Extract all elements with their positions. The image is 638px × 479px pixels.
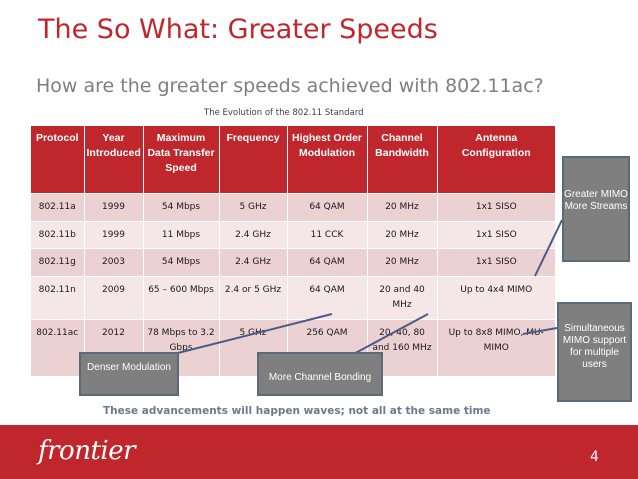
cell-antenna: Up to 8x8 MIMO, MU-MIMO: [437, 318, 555, 376]
cell-antenna: 1x1 SISO: [437, 192, 555, 221]
header-year: Year Introduced: [84, 126, 144, 193]
cell-year: 1999: [84, 220, 144, 248]
table-caption: The Evolution of the 802.11 Standard: [204, 108, 364, 118]
cell-frequency: 2.4 or 5 GHz: [219, 275, 288, 319]
cell-antenna: 1x1 SISO: [437, 220, 555, 248]
cell-modulation: 64 QAM: [287, 247, 368, 276]
cell-protocol: 802.11g: [31, 247, 85, 276]
header-modulation: Highest Order Modulation: [287, 126, 368, 193]
cell-year: 2003: [84, 247, 144, 276]
cell-year: 1999: [84, 192, 144, 221]
table-row: 802.11n 2009 65 – 600 Mbps 2.4 or 5 GHz …: [31, 275, 555, 319]
cell-max-speed: 54 Mbps: [143, 192, 220, 221]
cell-protocol: 802.11ac: [31, 318, 85, 376]
standards-table: Protocol Year Introduced Maximum Data Tr…: [31, 126, 555, 376]
cell-bandwidth: 20 MHz: [367, 192, 438, 221]
cell-antenna: 1x1 SISO: [437, 247, 555, 276]
cell-bandwidth: 20 MHz: [367, 220, 438, 248]
cell-frequency: 2.4 GHz: [219, 220, 288, 248]
cell-bandwidth: 20 and 40 MHz: [367, 275, 438, 319]
table-row: 802.11a 1999 54 Mbps 5 GHz 64 QAM 20 MHz…: [31, 192, 555, 221]
header-protocol: Protocol: [31, 126, 85, 193]
cell-antenna: Up to 4x4 MIMO: [437, 275, 555, 319]
cell-modulation: 64 QAM: [287, 192, 368, 221]
callout-simultaneous-mimo: Simultaneous MIMO support for multiple u…: [557, 302, 632, 402]
page-number: 4: [590, 449, 599, 465]
slide-title: The So What: Greater Speeds: [38, 14, 438, 45]
callout-greater-mimo: Greater MIMO More Streams: [562, 156, 630, 262]
cell-year: 2009: [84, 275, 144, 319]
frontier-logo: frontier: [38, 436, 136, 466]
cell-modulation: 11 CCK: [287, 220, 368, 248]
footer-bar: [0, 425, 638, 479]
table-row: 802.11b 1999 11 Mbps 2.4 GHz 11 CCK 20 M…: [31, 220, 555, 248]
cell-protocol: 802.11b: [31, 220, 85, 248]
header-frequency: Frequency: [219, 126, 288, 193]
cell-bandwidth: 20 MHz: [367, 247, 438, 276]
table-header-row: Protocol Year Introduced Maximum Data Tr…: [31, 126, 555, 193]
table-row: 802.11g 2003 54 Mbps 2.4 GHz 64 QAM 20 M…: [31, 247, 555, 276]
cell-protocol: 802.11n: [31, 275, 85, 319]
cell-protocol: 802.11a: [31, 192, 85, 221]
cell-max-speed: 54 Mbps: [143, 247, 220, 276]
cell-max-speed: 65 – 600 Mbps: [143, 275, 220, 319]
header-max-speed: Maximum Data Transfer Speed: [143, 126, 220, 193]
header-antenna: Antenna Configuration: [437, 126, 555, 193]
cell-frequency: 5 GHz: [219, 192, 288, 221]
slide-subtitle: How are the greater speeds achieved with…: [36, 75, 544, 97]
cell-max-speed: 11 Mbps: [143, 220, 220, 248]
callout-denser-modulation: Denser Modulation: [79, 352, 179, 396]
footnote: These advancements will happen waves; no…: [103, 405, 491, 417]
cell-frequency: 2.4 GHz: [219, 247, 288, 276]
header-bandwidth: Channel Bandwidth: [367, 126, 438, 193]
cell-modulation: 64 QAM: [287, 275, 368, 319]
callout-channel-bonding: More Channel Bonding: [257, 352, 383, 396]
